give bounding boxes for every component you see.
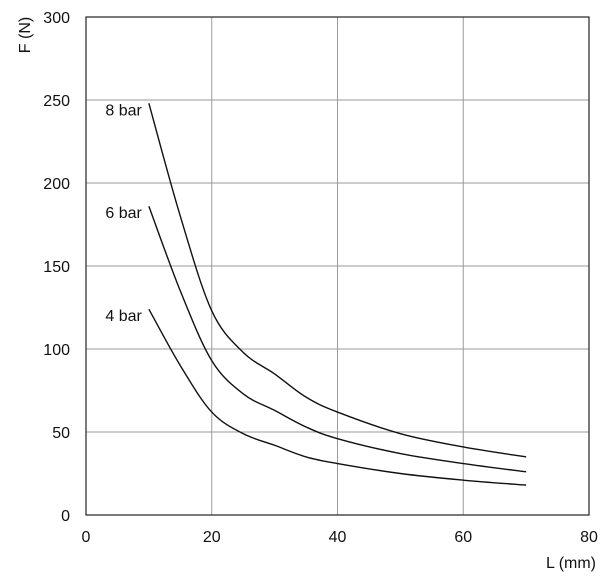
y-tick-label: 50 <box>52 425 70 442</box>
y-tick-label: 250 <box>43 93 70 110</box>
x-tick-label: 20 <box>203 529 221 546</box>
series-label-4-bar: 4 bar <box>105 308 142 325</box>
y-tick-label: 100 <box>43 342 70 359</box>
y-axis-title: F (N) <box>17 17 34 53</box>
y-tick-label: 150 <box>43 259 70 276</box>
y-tick-label: 300 <box>43 10 70 27</box>
y-tick-label: 200 <box>43 176 70 193</box>
x-axis-ticks: 0 20 40 60 80 <box>82 529 598 546</box>
x-tick-label: 80 <box>580 529 598 546</box>
x-axis-title: L (mm) <box>546 555 596 572</box>
x-tick-label: 60 <box>454 529 472 546</box>
series-label-6-bar: 6 bar <box>105 205 142 222</box>
y-axis-ticks: 0 50 100 150 200 250 300 <box>43 10 70 525</box>
y-tick-label: 0 <box>61 508 70 525</box>
series-label-8-bar: 8 bar <box>105 102 142 119</box>
x-tick-label: 0 <box>82 529 91 546</box>
x-tick-label: 40 <box>329 529 347 546</box>
